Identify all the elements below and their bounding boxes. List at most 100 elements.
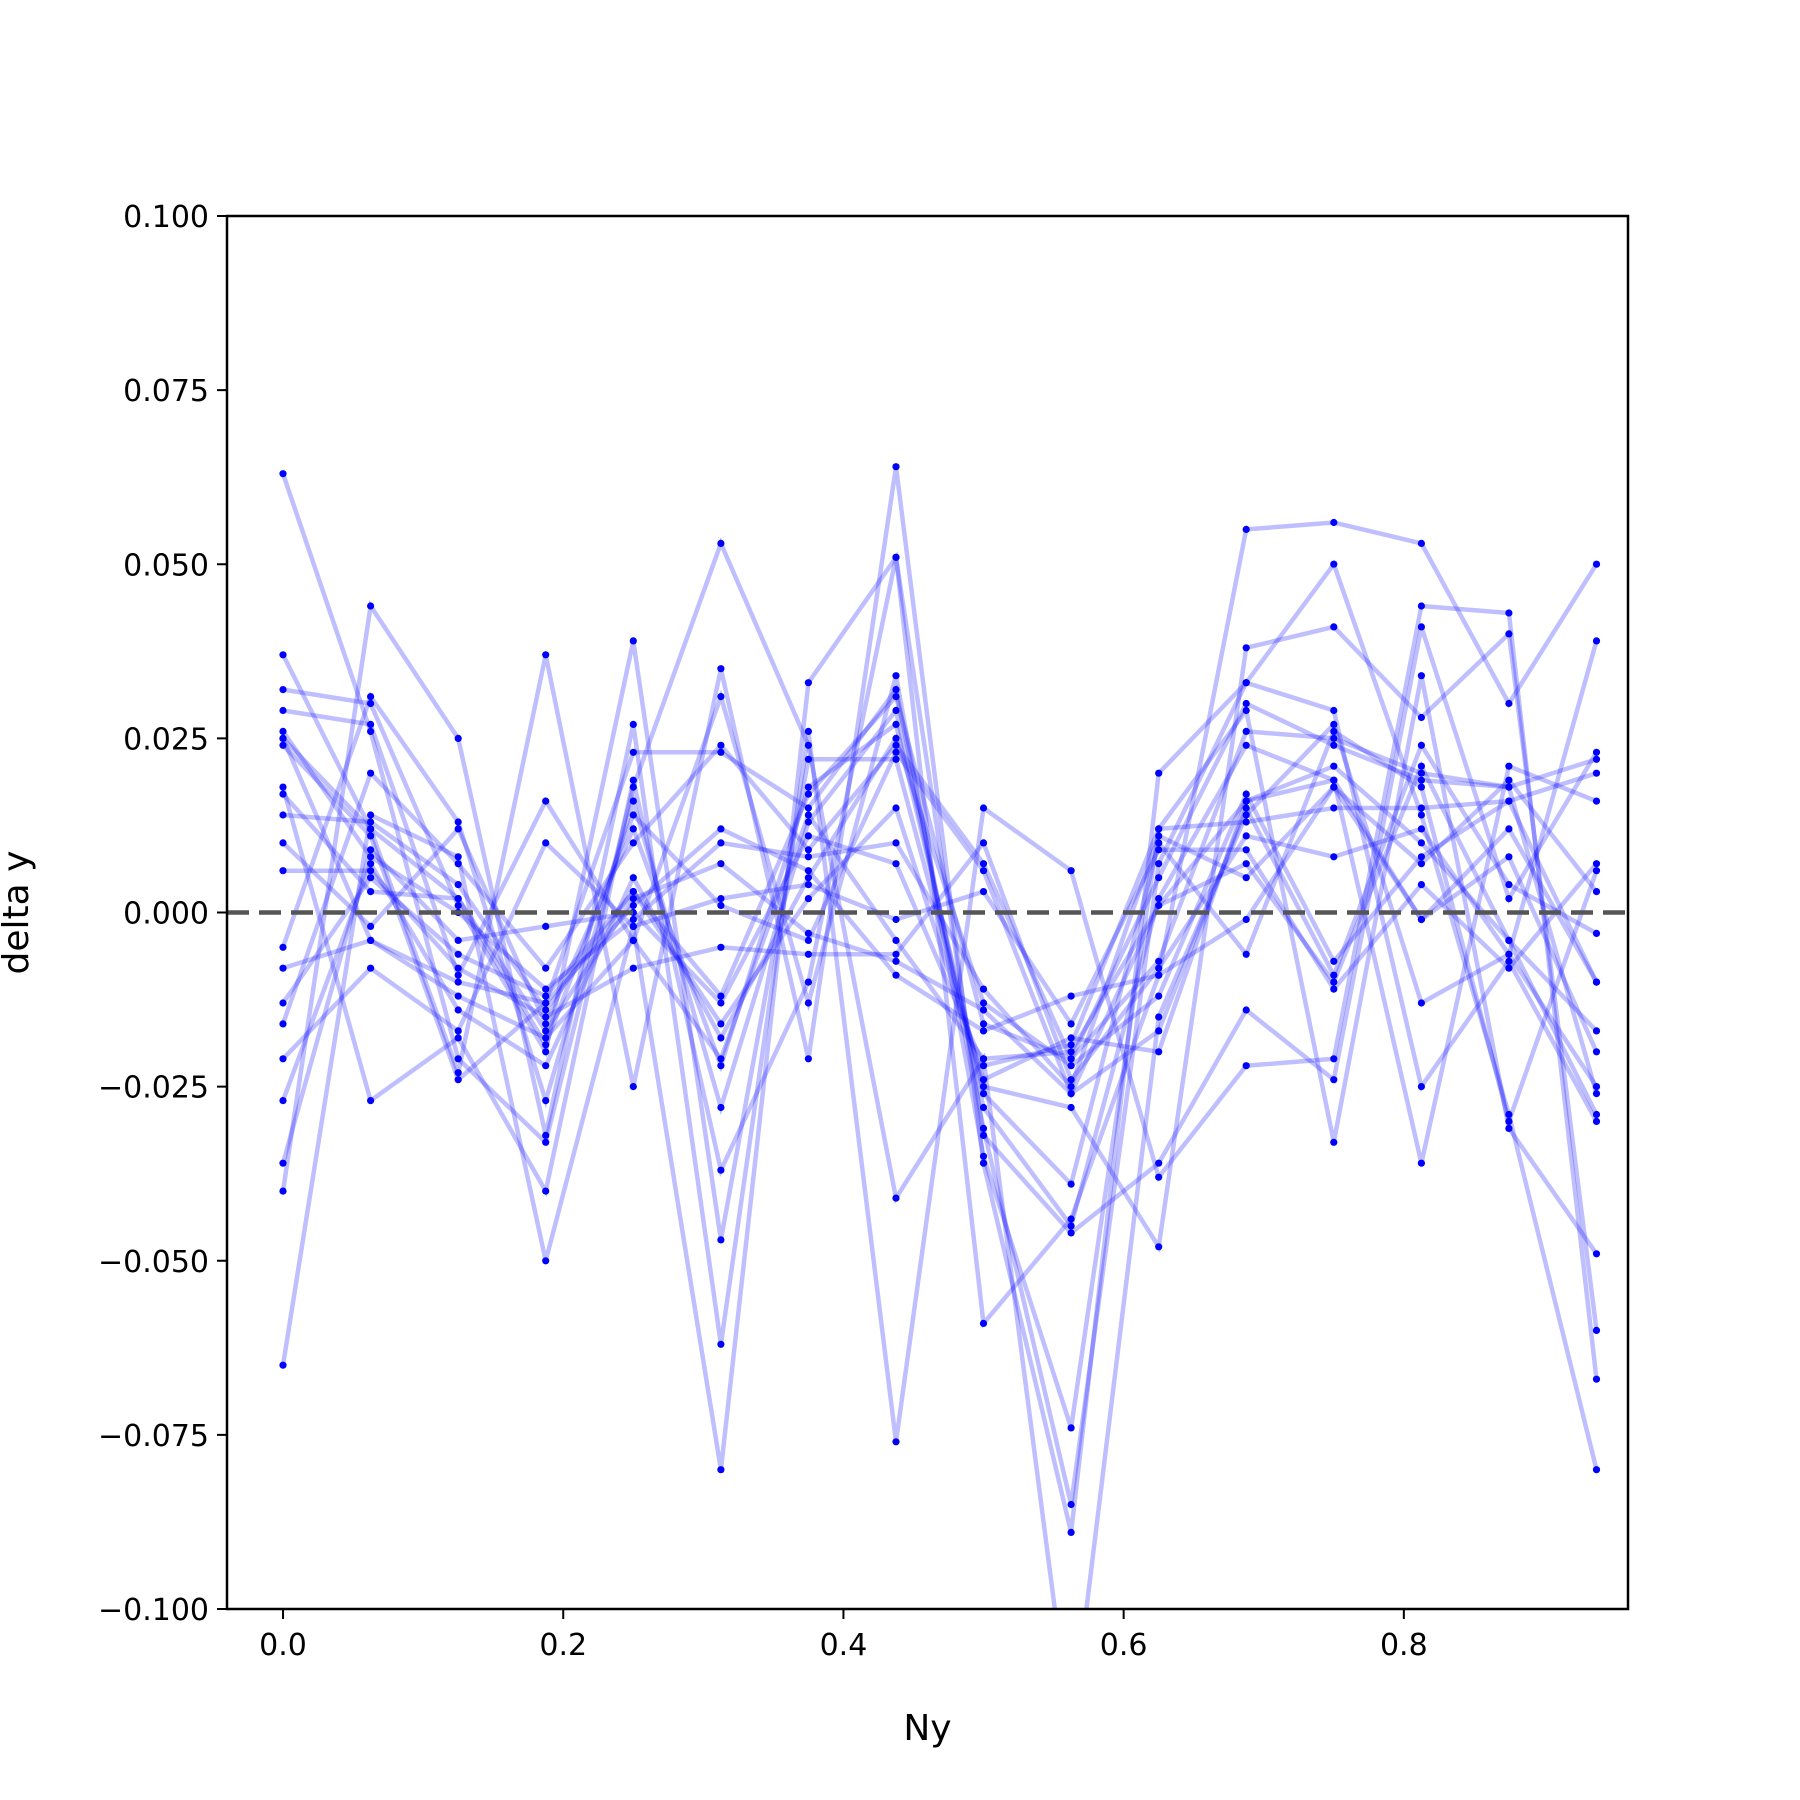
data-point — [454, 950, 462, 958]
data-point — [979, 1027, 988, 1035]
data-point — [279, 1361, 287, 1369]
data-point — [542, 999, 550, 1007]
data-point — [629, 637, 637, 645]
data-point — [717, 1466, 725, 1474]
data-point — [542, 1257, 550, 1265]
data-point — [1592, 867, 1601, 875]
data-point — [629, 936, 637, 945]
data-point — [629, 895, 637, 903]
data-point — [1330, 804, 1338, 812]
data-point — [367, 964, 375, 972]
data-point — [279, 1159, 287, 1167]
data-point — [454, 825, 462, 833]
y-tick-label: 0.000 — [123, 897, 209, 932]
data-point — [979, 1076, 988, 1084]
series-line-9 — [280, 691, 1598, 1231]
data-point — [454, 992, 462, 1000]
data-point — [1155, 1013, 1163, 1021]
data-point — [367, 720, 375, 729]
data-point — [542, 1187, 550, 1195]
data-point — [1592, 1375, 1601, 1383]
data-point — [454, 978, 462, 986]
data-point — [1067, 1041, 1075, 1049]
data-point — [804, 999, 813, 1007]
data-point — [1155, 992, 1163, 1000]
data-point — [1155, 895, 1163, 903]
data-point — [717, 748, 725, 756]
data-point — [804, 881, 813, 889]
data-point — [804, 853, 813, 861]
data-point — [1067, 1076, 1075, 1084]
data-point — [1155, 846, 1163, 854]
data-point — [1330, 1055, 1338, 1063]
data-point — [717, 839, 725, 847]
series-line-12 — [280, 733, 1598, 1102]
data-point — [542, 797, 550, 805]
data-point — [717, 1055, 725, 1063]
data-point — [1417, 762, 1425, 770]
data-point — [629, 720, 637, 729]
data-point — [717, 665, 725, 673]
data-point — [979, 804, 988, 812]
data-point — [1067, 1062, 1075, 1070]
data-point — [1592, 560, 1601, 568]
data-point — [1505, 1117, 1513, 1125]
data-point — [1242, 644, 1250, 652]
data-point — [1242, 797, 1250, 805]
data-point — [454, 1006, 462, 1014]
data-point — [1242, 832, 1250, 840]
series-line-20 — [280, 737, 1599, 1064]
series-layer — [279, 463, 1601, 1609]
data-point — [979, 1124, 988, 1132]
data-point — [717, 1340, 725, 1348]
data-point — [367, 825, 375, 833]
data-point — [367, 811, 375, 819]
data-point — [454, 1076, 462, 1084]
data-point — [1505, 895, 1513, 903]
data-point — [279, 790, 287, 798]
data-point — [629, 1083, 637, 1091]
data-point — [1242, 846, 1250, 854]
data-point — [1330, 957, 1338, 965]
data-point — [367, 846, 375, 854]
data-point — [1155, 971, 1163, 979]
data-point — [1417, 539, 1425, 548]
data-point — [542, 1013, 550, 1021]
data-point — [629, 839, 637, 847]
data-point — [1242, 1006, 1250, 1014]
data-point — [454, 895, 462, 903]
data-point — [454, 734, 462, 743]
data-point — [1330, 783, 1338, 791]
data-point — [279, 964, 287, 972]
data-point — [1067, 1424, 1075, 1432]
data-point — [892, 672, 900, 680]
data-point — [1067, 1083, 1075, 1091]
data-point — [892, 936, 900, 945]
data-point — [1417, 804, 1425, 812]
data-point — [1067, 1215, 1075, 1223]
data-point — [804, 874, 813, 882]
data-point — [279, 839, 287, 847]
y-tick-label: 0.100 — [123, 200, 209, 235]
data-point — [1067, 1048, 1075, 1056]
data-point — [629, 901, 637, 910]
data-point — [717, 943, 725, 951]
data-point — [1505, 853, 1513, 861]
data-point — [367, 860, 375, 868]
data-point — [1417, 860, 1425, 868]
data-point — [1417, 776, 1425, 784]
data-point — [1067, 1222, 1075, 1230]
data-point — [979, 1090, 988, 1098]
data-point — [979, 1020, 988, 1028]
data-point — [1242, 950, 1250, 958]
series-line-21 — [281, 692, 1598, 1062]
data-point — [1330, 971, 1338, 979]
data-point — [454, 901, 462, 910]
data-point — [1505, 950, 1513, 958]
data-point — [1592, 1027, 1601, 1035]
data-point — [1417, 999, 1425, 1007]
data-point — [542, 1041, 550, 1049]
data-point — [1417, 783, 1425, 791]
data-point — [1242, 679, 1250, 687]
data-point — [979, 1055, 988, 1063]
